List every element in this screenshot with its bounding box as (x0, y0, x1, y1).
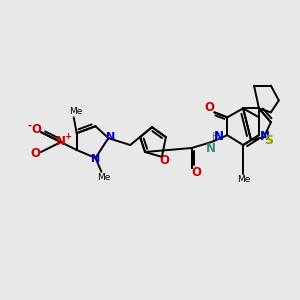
Text: N: N (106, 132, 115, 142)
Text: O: O (192, 166, 202, 179)
Text: +: + (64, 132, 71, 141)
Text: Me: Me (69, 107, 82, 116)
Text: O: O (204, 101, 214, 114)
Text: N: N (214, 130, 224, 142)
Text: O: O (31, 123, 41, 136)
Text: N: N (206, 142, 215, 154)
Text: S: S (264, 134, 273, 147)
Text: O: O (160, 154, 170, 167)
Text: H: H (212, 132, 219, 142)
Text: Me: Me (237, 175, 251, 184)
Text: -: - (27, 121, 31, 131)
Text: Me: Me (97, 173, 110, 182)
Text: N: N (260, 130, 270, 142)
Text: N: N (91, 154, 100, 164)
Text: O: O (30, 148, 40, 160)
Text: N: N (56, 135, 66, 148)
